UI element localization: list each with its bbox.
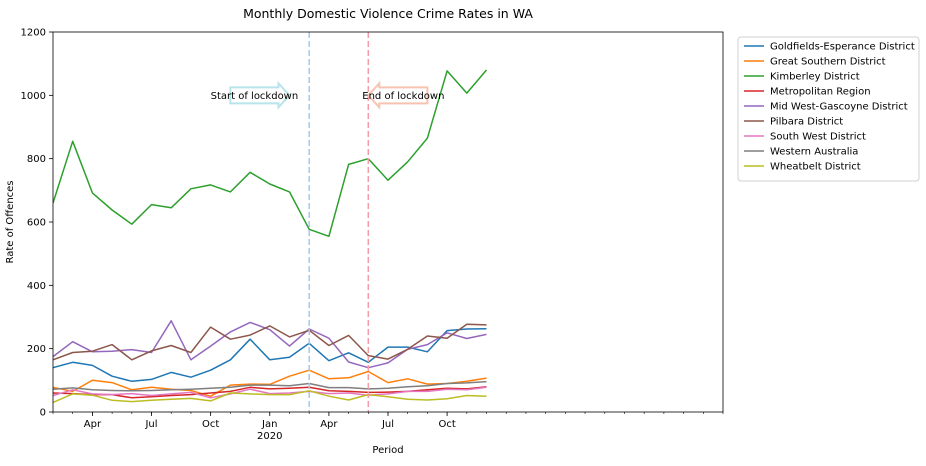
x-tick-label-3: Jan: [261, 419, 277, 430]
y-tick-label-5: 1000: [21, 91, 46, 102]
series-line-6: [53, 386, 487, 399]
series-line-4: [53, 320, 487, 369]
legend: Goldfields-Esperance District Great South…: [737, 36, 920, 182]
x-axis-label: Period: [372, 445, 403, 456]
x-tick-label-0: Apr: [84, 419, 102, 430]
series-line-5: [53, 323, 487, 361]
x-tick-label-6: Oct: [438, 419, 455, 430]
x-tick-label-4: Apr: [320, 419, 338, 430]
legend-label-6: South West District: [770, 132, 866, 143]
legend-label-4: Mid West-Gascoyne District: [770, 102, 908, 113]
annotation-arrow-0: [229, 80, 291, 110]
legend-box: [737, 36, 920, 182]
y-axis-label: Rate of Offences: [5, 180, 16, 263]
legend-label-3: Metropolitan Region: [770, 87, 871, 98]
x-tick-label-2: Oct: [202, 419, 219, 430]
y-tick-label-2: 400: [27, 281, 46, 292]
x-tick-sublabel-3: 2020: [257, 431, 282, 442]
legend-label-7: Western Australia: [770, 147, 858, 158]
series-line-8: [53, 390, 487, 404]
plot-area: Start of lockdown End of lockdown: [53, 32, 488, 412]
series-line-1: [53, 369, 487, 397]
series-line-2: [53, 69, 488, 238]
series-line-0: [53, 327, 487, 383]
legend-label-2: Kimberley District: [770, 72, 860, 83]
series-line-3: [53, 385, 487, 399]
y-tick-label-0: 0: [40, 408, 46, 419]
y-tick-label-6: 1200: [21, 28, 46, 39]
legend-label-0: Goldfields-Esperance District: [770, 42, 915, 53]
chart-title: Monthly Domestic Violence Crime Rates in…: [243, 6, 533, 21]
x-tick-label-5: Jul: [381, 419, 394, 430]
series-line-7: [53, 380, 487, 392]
legend-label-5: Pilbara District: [770, 117, 843, 128]
legend-label-8: Wheatbelt District: [770, 162, 861, 173]
annotation-text-1: End of lockdown: [362, 91, 444, 102]
x-tick-label-1: Jul: [144, 419, 157, 430]
y-tick-label-1: 200: [27, 344, 46, 355]
annotation-arrow-1: [366, 80, 429, 110]
y-tick-label-3: 600: [27, 218, 46, 229]
legend-label-1: Great Southern District: [770, 57, 886, 68]
y-tick-label-4: 800: [27, 154, 46, 165]
annotation-text-0: Start of lockdown: [211, 91, 299, 102]
